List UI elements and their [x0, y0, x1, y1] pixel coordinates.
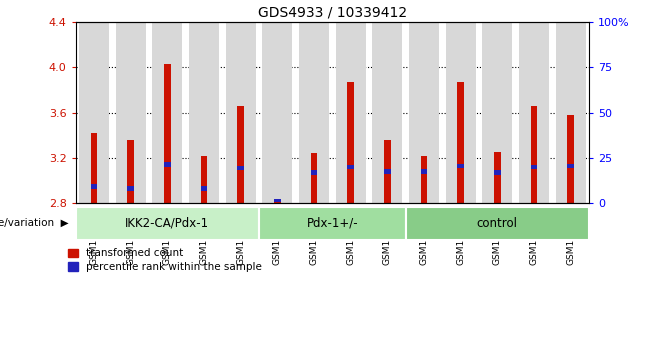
Bar: [311, 153, 317, 203]
Bar: [238, 166, 244, 170]
Bar: [226, 22, 256, 203]
Bar: [347, 165, 354, 169]
Bar: [384, 140, 391, 203]
Bar: [116, 22, 145, 203]
Bar: [420, 169, 427, 174]
Bar: [347, 82, 354, 203]
Bar: [201, 156, 207, 203]
Bar: [299, 22, 329, 203]
Bar: [409, 22, 439, 203]
Bar: [91, 133, 97, 203]
Bar: [128, 186, 134, 191]
Bar: [457, 164, 464, 168]
Bar: [384, 169, 391, 174]
Bar: [530, 165, 537, 169]
Bar: [128, 140, 134, 203]
Bar: [494, 170, 501, 175]
Bar: [152, 22, 182, 203]
Bar: [336, 22, 366, 203]
Bar: [494, 152, 501, 203]
Bar: [79, 22, 109, 203]
Bar: [530, 106, 537, 203]
Bar: [567, 164, 574, 168]
Legend: transformed count, percentile rank within the sample: transformed count, percentile rank withi…: [68, 248, 263, 272]
Bar: [164, 163, 170, 167]
Bar: [445, 22, 476, 203]
Bar: [259, 207, 405, 240]
Text: control: control: [477, 217, 518, 230]
Title: GDS4933 / 10339412: GDS4933 / 10339412: [258, 5, 407, 19]
Bar: [519, 22, 549, 203]
Bar: [405, 207, 589, 240]
Bar: [76, 207, 259, 240]
Text: IKK2-CA/Pdx-1: IKK2-CA/Pdx-1: [125, 217, 209, 230]
Bar: [372, 22, 402, 203]
Bar: [274, 201, 280, 203]
Bar: [555, 22, 586, 203]
Bar: [201, 186, 207, 191]
Text: Pdx-1+/-: Pdx-1+/-: [307, 217, 358, 230]
Bar: [420, 156, 427, 203]
Bar: [238, 106, 244, 203]
Bar: [91, 184, 97, 188]
Bar: [311, 170, 317, 175]
Bar: [164, 64, 170, 203]
Bar: [567, 115, 574, 203]
Bar: [189, 22, 219, 203]
Text: genotype/variation  ▶: genotype/variation ▶: [0, 218, 69, 228]
Bar: [274, 199, 280, 202]
Bar: [263, 22, 292, 203]
Bar: [457, 82, 464, 203]
Bar: [482, 22, 513, 203]
